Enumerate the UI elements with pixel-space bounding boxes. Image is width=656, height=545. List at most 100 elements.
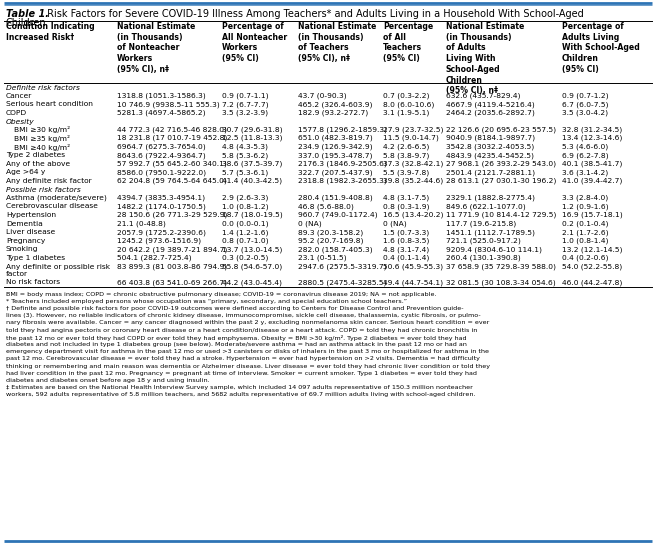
Text: 3.5 (3.0-4.2): 3.5 (3.0-4.2): [562, 110, 608, 117]
Text: Any definite or possible risk: Any definite or possible risk: [6, 263, 110, 269]
Text: diabetes and diabetes onset before age 18 y and using insulin.: diabetes and diabetes onset before age 1…: [6, 378, 210, 383]
Text: diabetes and not included in type 1 diabetes group (see below). Moderate/severe : diabetes and not included in type 1 diab…: [6, 342, 467, 347]
Text: 0.4 (0.2-0.6): 0.4 (0.2-0.6): [562, 255, 609, 262]
Text: lines (3). However, no reliable indicators of chronic kidney disease, immunocomp: lines (3). However, no reliable indicato…: [6, 313, 481, 318]
Text: 117.7 (19.6-215.8): 117.7 (19.6-215.8): [446, 221, 516, 227]
Text: 1.4 (1.2-1.6): 1.4 (1.2-1.6): [222, 229, 268, 235]
Text: 721.1 (525.0-917.2): 721.1 (525.0-917.2): [446, 238, 521, 244]
Text: 9209.4 (8304.6-10 114.1): 9209.4 (8304.6-10 114.1): [446, 246, 542, 253]
Text: 12.5 (11.8-13.3): 12.5 (11.8-13.3): [222, 135, 283, 141]
Text: 4843.9 (4235.4-5452.5): 4843.9 (4235.4-5452.5): [446, 152, 534, 159]
Text: 1.6 (0.8-3.5): 1.6 (0.8-3.5): [383, 238, 430, 244]
Text: 18.7 (18.0-19.5): 18.7 (18.0-19.5): [222, 212, 283, 219]
Text: 3.3 (2.8-4.0): 3.3 (2.8-4.0): [562, 195, 608, 201]
Text: 2.1 (1.7-2.6): 2.1 (1.7-2.6): [562, 229, 609, 235]
Text: 54.0 (52.2-55.8): 54.0 (52.2-55.8): [562, 263, 623, 270]
Text: thinking or remembering and main reason was dementia or Alzheimer disease. Liver: thinking or remembering and main reason …: [6, 364, 490, 368]
Text: 13.4 (12.3-14.6): 13.4 (12.3-14.6): [562, 135, 623, 141]
Text: Any definite risk factor: Any definite risk factor: [6, 178, 92, 184]
Text: 182.9 (93.2-272.7): 182.9 (93.2-272.7): [298, 110, 368, 117]
Text: 2176.3 (1846.9-2505.6): 2176.3 (1846.9-2505.6): [298, 161, 387, 167]
Text: 11 771.9 (10 814.4-12 729.5): 11 771.9 (10 814.4-12 729.5): [446, 212, 556, 219]
Text: 2318.8 (1982.3-2655.3): 2318.8 (1982.3-2655.3): [298, 178, 387, 184]
Text: 0.8 (0.3-1.9): 0.8 (0.3-1.9): [383, 203, 430, 210]
Text: Any of the above: Any of the above: [6, 161, 70, 167]
Text: Cancer: Cancer: [6, 93, 32, 99]
Text: 21.1 (0-48.8): 21.1 (0-48.8): [117, 221, 166, 227]
Text: 849.6 (622.1-1077.0): 849.6 (622.1-1077.0): [446, 203, 525, 210]
Text: Cerebrovascular disease: Cerebrovascular disease: [6, 203, 98, 209]
Text: 0.9 (0.7-1.1): 0.9 (0.7-1.1): [222, 93, 268, 99]
Text: Condition Indicating
Increased Risk†: Condition Indicating Increased Risk†: [6, 22, 94, 42]
Text: 1.5 (0.7-3.3): 1.5 (0.7-3.3): [383, 229, 429, 235]
Text: 13.7 (13.0-14.5): 13.7 (13.0-14.5): [222, 246, 282, 253]
Text: 2057.9 (1725.2-2390.6): 2057.9 (1725.2-2390.6): [117, 229, 206, 235]
Text: 1318.8 (1051.3-1586.3): 1318.8 (1051.3-1586.3): [117, 93, 206, 99]
Text: 322.7 (207.5-437.9): 322.7 (207.5-437.9): [298, 169, 373, 176]
Text: Hypertension: Hypertension: [6, 212, 56, 218]
Text: 504.1 (282.7-725.4): 504.1 (282.7-725.4): [117, 255, 192, 262]
Text: BMI ≥35 kg/m²: BMI ≥35 kg/m²: [14, 135, 70, 142]
Text: 0.8 (0.7-1.0): 0.8 (0.7-1.0): [222, 238, 268, 244]
Text: 46.0 (44.2-47.8): 46.0 (44.2-47.8): [562, 280, 623, 286]
Text: 1.2 (0.9-1.6): 1.2 (0.9-1.6): [562, 203, 609, 210]
Text: Asthma (moderate/severe): Asthma (moderate/severe): [6, 195, 107, 201]
Text: 89.3 (20.3-158.2): 89.3 (20.3-158.2): [298, 229, 363, 235]
Text: No risk factors: No risk factors: [6, 280, 60, 286]
Text: emergency department visit for asthma in the past 12 mo or used >3 canisters or : emergency department visit for asthma in…: [6, 349, 489, 354]
Text: workers, 592 adults representative of 5.8 million teachers, and 5682 adults repr: workers, 592 adults representative of 5.…: [6, 392, 476, 397]
Text: 0.2 (0.1-0.4): 0.2 (0.1-0.4): [562, 221, 609, 227]
Text: 2329.1 (1882.8-2775.4): 2329.1 (1882.8-2775.4): [446, 195, 535, 201]
Text: 30.7 (29.6-31.8): 30.7 (29.6-31.8): [222, 126, 283, 133]
Text: † Definite and possible risk factors for poor COVID-19 outcomes were defined acc: † Definite and possible risk factors for…: [6, 306, 464, 311]
Text: 5.8 (5.3-6.2): 5.8 (5.3-6.2): [222, 152, 268, 159]
Text: Smoking: Smoking: [6, 246, 39, 252]
Text: 2947.6 (2575.5-3319.7): 2947.6 (2575.5-3319.7): [298, 263, 386, 270]
Text: 20 642.2 (19 389.7-21 894.7): 20 642.2 (19 389.7-21 894.7): [117, 246, 228, 253]
Text: 16.5 (13.4-20.2): 16.5 (13.4-20.2): [383, 212, 443, 219]
Text: the past 12 mo or ever told they had COPD or ever told they had emphysema. Obesi: the past 12 mo or ever told they had COP…: [6, 335, 466, 341]
Text: 2.9 (2.6-3.3): 2.9 (2.6-3.3): [222, 195, 268, 201]
Text: 0.0 (0.0-0.1): 0.0 (0.0-0.1): [222, 221, 268, 227]
Text: 95.2 (20.7-169.8): 95.2 (20.7-169.8): [298, 238, 363, 244]
Text: 4.8 (4.3-5.3): 4.8 (4.3-5.3): [222, 143, 268, 150]
Text: 11.5 (9.0-14.7): 11.5 (9.0-14.7): [383, 135, 439, 141]
Text: 28 613.1 (27 030.1-30 196.2): 28 613.1 (27 030.1-30 196.2): [446, 178, 556, 184]
Text: Children: Children: [6, 18, 47, 28]
Text: 337.0 (195.3-478.7): 337.0 (195.3-478.7): [298, 152, 373, 159]
Text: 16.9 (15.7-18.1): 16.9 (15.7-18.1): [562, 212, 623, 219]
Text: 23.1 (0-51.5): 23.1 (0-51.5): [298, 255, 346, 262]
Text: 50.6 (45.9-55.3): 50.6 (45.9-55.3): [383, 263, 443, 270]
Text: 38.6 (37.5-39.7): 38.6 (37.5-39.7): [222, 161, 282, 167]
Text: 7.2 (6.7-7.7): 7.2 (6.7-7.7): [222, 101, 268, 108]
Text: told they had angina pectoris or coronary heart disease or a heart condition/dis: told they had angina pectoris or coronar…: [6, 328, 478, 332]
Text: 57 992.7 (55 645.2-60 340.1): 57 992.7 (55 645.2-60 340.1): [117, 161, 227, 167]
Text: 41.4 (40.3-42.5): 41.4 (40.3-42.5): [222, 178, 282, 184]
Text: 1577.8 (1296.2-1859.3): 1577.8 (1296.2-1859.3): [298, 126, 387, 133]
Text: 32 081.5 (30 108.3-34 054.6): 32 081.5 (30 108.3-34 054.6): [446, 280, 556, 286]
Text: 55.8 (54.6-57.0): 55.8 (54.6-57.0): [222, 263, 282, 270]
Text: 3.5 (3.2-3.9): 3.5 (3.2-3.9): [222, 110, 268, 117]
Text: 32.8 (31.2-34.5): 32.8 (31.2-34.5): [562, 126, 623, 133]
Text: 1.0 (0.8-1.4): 1.0 (0.8-1.4): [562, 238, 609, 244]
Text: 13.2 (12.1-14.5): 13.2 (12.1-14.5): [562, 246, 623, 253]
Text: 3542.8 (3032.2-4053.5): 3542.8 (3032.2-4053.5): [446, 143, 534, 150]
Text: nary fibrosis were available. Cancer = any cancer diagnosed within the past 2 y,: nary fibrosis were available. Cancer = a…: [6, 320, 489, 325]
Text: 9040.9 (8184.1-9897.7): 9040.9 (8184.1-9897.7): [446, 135, 535, 141]
Text: Percentage of
All Nonteacher
Workers
(95% CI): Percentage of All Nonteacher Workers (95…: [222, 22, 287, 63]
Text: Possible risk factors: Possible risk factors: [6, 186, 81, 192]
Text: 4394.7 (3835.3-4954.1): 4394.7 (3835.3-4954.1): [117, 195, 205, 201]
Text: BMI ≥40 kg/m²: BMI ≥40 kg/m²: [14, 143, 70, 150]
Text: Percentage
of All
Teachers
(95% CI): Percentage of All Teachers (95% CI): [383, 22, 433, 63]
Text: 2880.5 (2475.4-3285.5): 2880.5 (2475.4-3285.5): [298, 280, 386, 286]
Text: 8.0 (6.0-10.6): 8.0 (6.0-10.6): [383, 101, 434, 108]
Text: COPD: COPD: [6, 110, 27, 116]
Text: 37 658.9 (35 729.8-39 588.0): 37 658.9 (35 729.8-39 588.0): [446, 263, 556, 270]
Text: 28 150.6 (26 771.3-29 529.9): 28 150.6 (26 771.3-29 529.9): [117, 212, 228, 219]
Text: 18 231.8 (17 010.7-19 452.8): 18 231.8 (17 010.7-19 452.8): [117, 135, 228, 141]
Text: Table 1.: Table 1.: [6, 9, 49, 19]
Text: 5.7 (5.3-6.1): 5.7 (5.3-6.1): [222, 169, 268, 176]
Text: BMI = body mass index; COPD = chronic obstructive pulmonary disease; COVID-19 = : BMI = body mass index; COPD = chronic ob…: [6, 292, 436, 296]
Text: 260.4 (130.1-390.8): 260.4 (130.1-390.8): [446, 255, 521, 262]
Text: 40.1 (38.5-41.7): 40.1 (38.5-41.7): [562, 161, 623, 167]
